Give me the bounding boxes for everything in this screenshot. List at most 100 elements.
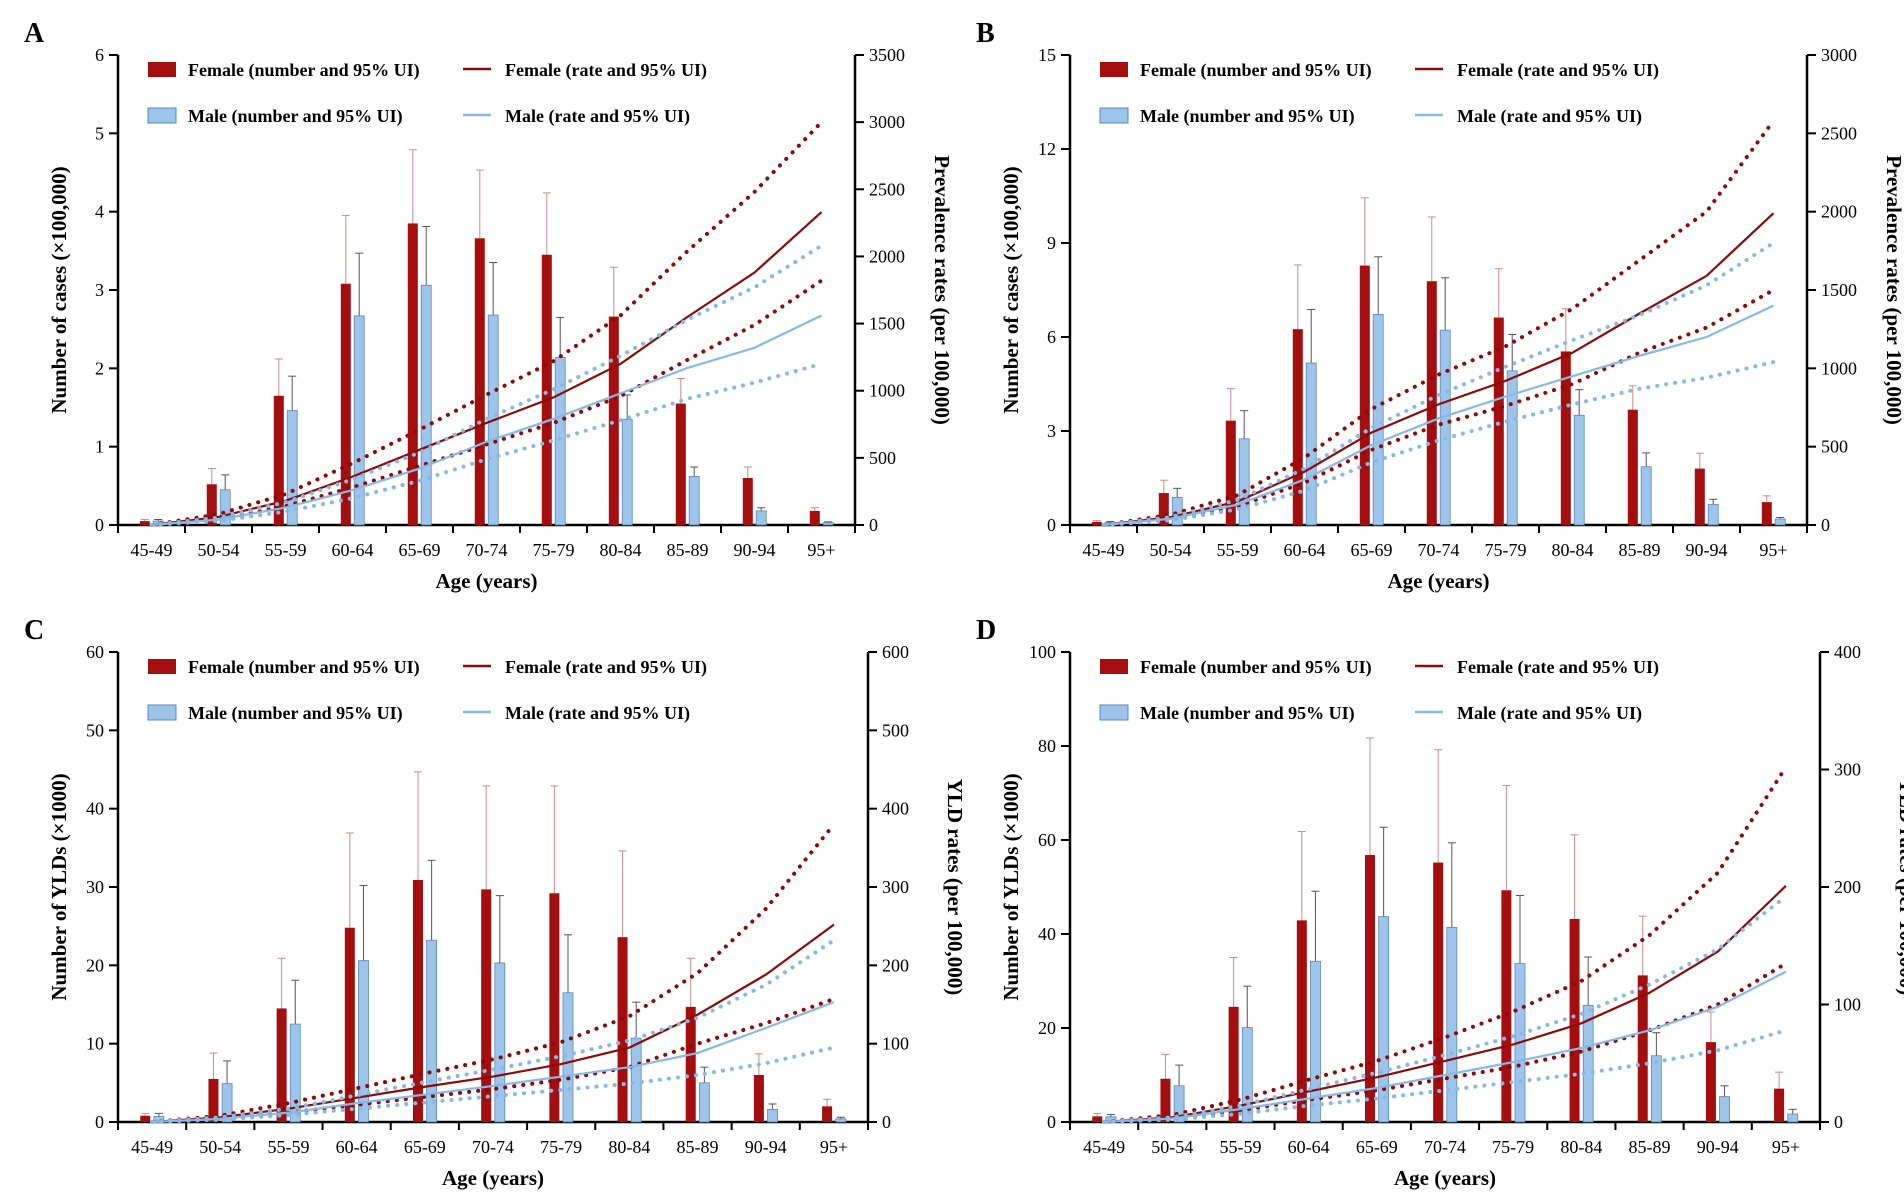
female-rate-line	[1103, 212, 1775, 527]
y-tick-label-left: 4	[95, 202, 104, 222]
legend-swatch-female-number	[1100, 62, 1128, 77]
bar-female	[1296, 920, 1307, 1122]
bar-female	[1705, 1042, 1716, 1122]
male-rate-upper-ui	[150, 938, 836, 1124]
female-rate-line	[151, 211, 823, 527]
legend-female-rate: Female (rate and 95% UI)	[1457, 657, 1659, 678]
y-tick-label-left: 80	[1038, 736, 1056, 756]
bar-male	[621, 418, 633, 526]
y-tick-label-left: 2	[95, 358, 104, 378]
bar-male	[688, 476, 700, 526]
legend-male-number: Male (number and 95% UI)	[1140, 106, 1355, 127]
x-tick-label: 85-89	[667, 540, 709, 560]
bar-female	[541, 254, 552, 525]
x-tick-label: 90-94	[1697, 1137, 1739, 1157]
y-axis-title-right: Prevalence rates (per 100,000)	[930, 155, 954, 425]
panel-label: A	[24, 18, 45, 49]
bar-male	[1310, 960, 1321, 1123]
bar-male	[1305, 362, 1317, 526]
x-tick-label: 95+	[807, 540, 835, 560]
legend-female-number: Female (number and 95% UI)	[188, 60, 420, 81]
y-tick-label-right: 1500	[869, 314, 905, 334]
bar-male	[698, 1082, 710, 1123]
panel-label: D	[976, 615, 996, 646]
x-tick-label: 85-89	[1619, 540, 1661, 560]
female-rate-line	[152, 923, 835, 1124]
bar-female	[1761, 502, 1772, 525]
bar-female	[1569, 918, 1580, 1122]
bar-male	[1372, 314, 1384, 526]
x-tick-label: 45-49	[131, 1137, 173, 1157]
x-tick-label: 45-49	[1083, 540, 1125, 560]
y-tick-label-right: 300	[1834, 760, 1861, 780]
bar-female	[1091, 521, 1102, 525]
bar-male	[289, 1023, 301, 1123]
legend-female-rate: Female (rate and 95% UI)	[505, 657, 707, 678]
female-rate-upper-ui	[1102, 765, 1788, 1124]
bar-female	[1694, 468, 1705, 525]
x-tick-label: 60-64	[1288, 1137, 1330, 1157]
y-tick-label-right: 300	[882, 877, 909, 897]
y-tick-label-left: 1	[95, 437, 104, 457]
bar-male	[562, 992, 574, 1123]
y-tick-label-left: 10	[86, 1034, 104, 1054]
bar-female	[481, 889, 492, 1122]
y-axis-title-right: YLD rates (per 100,000)	[943, 779, 967, 996]
male-rate-upper-ui	[1101, 241, 1776, 527]
x-tick-label: 55-59	[1219, 1137, 1261, 1157]
bar-male	[1241, 1027, 1253, 1123]
y-tick-label-left: 0	[1047, 1112, 1056, 1132]
bar-male	[494, 962, 506, 1123]
x-tick-label: 80-84	[1552, 540, 1594, 560]
legend-swatch-female-number	[1100, 659, 1128, 674]
y-tick-label-right: 2500	[869, 179, 905, 199]
y-tick-label-right: 0	[869, 515, 878, 535]
bar-male	[1506, 370, 1518, 526]
bar-male	[1173, 1085, 1185, 1123]
y-tick-label-right: 2500	[1821, 123, 1857, 143]
panel-A: A 0 1 2 3 4 5 6 0 500 1000 1500 2000 2500 3000 3500 45-4…	[24, 18, 954, 593]
bar-female	[1092, 1116, 1103, 1122]
x-axis-title: Age (years)	[435, 569, 537, 593]
y-tick-label-right: 200	[1834, 877, 1861, 897]
bar-male	[1707, 503, 1719, 526]
legend-swatch-female-number	[148, 659, 176, 674]
bar-male	[1439, 329, 1451, 526]
x-tick-label: 50-54	[1151, 1137, 1193, 1157]
bar-male	[353, 315, 365, 526]
x-tick-label: 45-49	[131, 540, 173, 560]
bar-male	[1378, 916, 1390, 1123]
x-tick-label: 65-69	[404, 1137, 446, 1157]
y-tick-label-left: 20	[1038, 1018, 1056, 1038]
panel-label: C	[24, 615, 44, 646]
y-tick-label-left: 100	[1029, 642, 1056, 662]
y-tick-label-right: 600	[882, 642, 909, 662]
bar-male	[1650, 1055, 1662, 1123]
bar-female	[1225, 420, 1236, 525]
female-rate-upper-ui	[1101, 118, 1776, 527]
male-rate-upper-ui	[1102, 894, 1788, 1124]
y-tick-label-left: 3	[1047, 421, 1056, 441]
bar-male	[822, 522, 834, 526]
bar-male	[630, 1037, 642, 1123]
male-rate-lower-ui	[1102, 1028, 1788, 1124]
bar-female	[822, 1106, 833, 1122]
x-tick-label: 95+	[1772, 1137, 1800, 1157]
legend: Female (number and 95% UI) Male (number a…	[147, 60, 707, 127]
x-tick-label: 70-74	[472, 1137, 514, 1157]
y-tick-label-right: 500	[1821, 437, 1848, 457]
x-tick-label: 60-64	[1284, 540, 1326, 560]
bar-male	[554, 356, 566, 526]
x-tick-label: 80-84	[600, 540, 642, 560]
bar-female	[139, 521, 150, 525]
y-tick-label-left: 12	[1038, 139, 1056, 159]
x-tick-label: 60-64	[332, 540, 374, 560]
female-rate-lower-ui	[149, 278, 824, 527]
male-rate-lower-ui	[1101, 360, 1776, 527]
y-axis-title-left: Number of cases (×100,000)	[999, 166, 1023, 413]
y-axis-title-right: YLD rates (per 100,000)	[1895, 779, 1904, 996]
bar-female	[809, 510, 820, 525]
bar-female	[1627, 409, 1638, 525]
legend-male-rate: Male (rate and 95% UI)	[505, 106, 690, 127]
